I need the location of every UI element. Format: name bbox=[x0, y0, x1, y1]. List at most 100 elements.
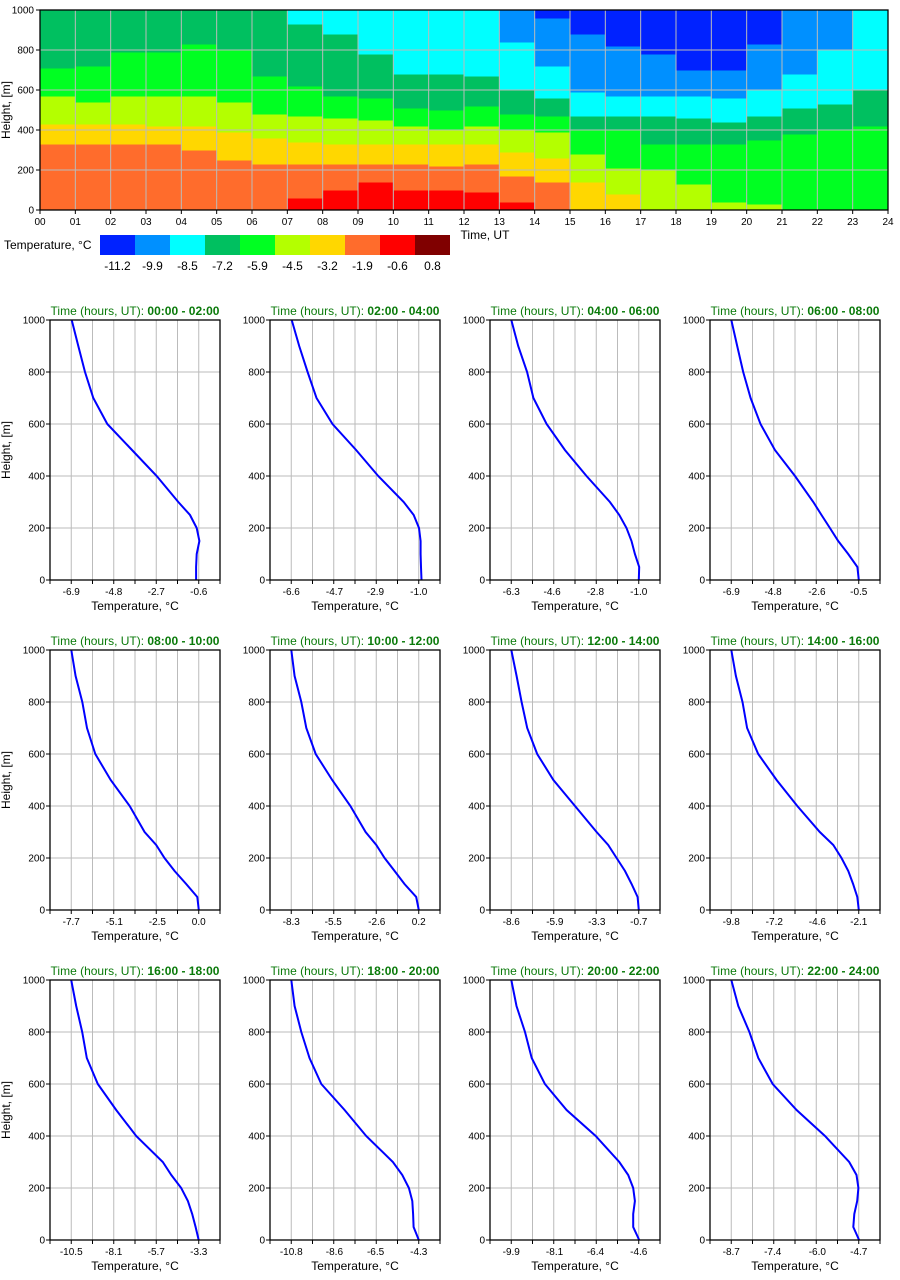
heatmap-cell bbox=[146, 144, 182, 211]
heatmap-x-tick-label: 00 bbox=[34, 217, 46, 228]
temperature-profile-line bbox=[730, 319, 860, 581]
heatmap-cell bbox=[570, 10, 606, 35]
panel-x-tick-label: -6.4 bbox=[587, 1247, 605, 1258]
heatmap-cell bbox=[640, 96, 677, 117]
heatmap-cell bbox=[75, 102, 112, 125]
panel-title-prefix: Time (hours, UT): bbox=[51, 964, 148, 978]
panel-x-tick-label: -4.7 bbox=[850, 1247, 868, 1258]
panel-x-tick-label: -3.3 bbox=[190, 1247, 208, 1258]
heatmap-cell bbox=[393, 108, 430, 127]
heatmap-cell bbox=[499, 152, 536, 177]
heatmap-cell bbox=[676, 118, 712, 145]
panel-x-tick-label: 0.0 bbox=[192, 917, 206, 928]
heatmap-cell bbox=[817, 50, 854, 105]
panel-y-tick-label: 200 bbox=[688, 524, 705, 535]
heatmap-x-tick-label: 15 bbox=[564, 217, 576, 228]
profile-panel: 0 200 400 600 800 1000 -6.9 -4.8 -2.7 -0.6 Tempera… bbox=[0, 304, 221, 613]
temperature-profile-line bbox=[730, 649, 860, 911]
panel-x-tick-label: -8.6 bbox=[503, 917, 521, 928]
colorbar-swatch bbox=[135, 235, 170, 255]
heatmap-cell bbox=[852, 126, 889, 211]
heatmap-cell bbox=[110, 144, 147, 211]
heatmap-cell bbox=[534, 10, 571, 19]
heatmap-x-tick-label: 11 bbox=[423, 217, 434, 228]
panel-x-tick-label: -6.5 bbox=[367, 1247, 385, 1258]
heatmap-cell bbox=[40, 68, 76, 97]
panel-x-tick-label: -9.8 bbox=[723, 917, 741, 928]
heatmap-cell bbox=[110, 124, 147, 145]
panel-title-prefix: Time (hours, UT): bbox=[491, 304, 588, 318]
heatmap-cell bbox=[75, 10, 112, 67]
panel-y-tick-label: 600 bbox=[28, 1080, 45, 1091]
heatmap-cell bbox=[782, 74, 818, 109]
panel-y-tick-label: 200 bbox=[248, 1184, 265, 1195]
panel-title-prefix: Time (hours, UT): bbox=[491, 964, 588, 978]
panel-y-tick-label: 600 bbox=[248, 1080, 265, 1091]
panel-y-tick-label: 600 bbox=[688, 420, 705, 431]
panel-y-tick-label: 0 bbox=[699, 1236, 705, 1247]
panel-y-tick-label: 1000 bbox=[23, 316, 46, 327]
panel-y-tick-label: 1000 bbox=[463, 646, 486, 657]
heatmap-cell bbox=[782, 10, 818, 75]
heatmap-cell bbox=[216, 132, 253, 161]
panel-x-tick-label: -0.6 bbox=[190, 587, 208, 598]
panel-y-tick-label: 600 bbox=[468, 420, 485, 431]
heatmap-x-tick-label: 21 bbox=[776, 217, 788, 228]
heatmap-cell bbox=[676, 10, 712, 71]
heatmap-x-tick-label: 22 bbox=[812, 217, 824, 228]
heatmap-cell bbox=[605, 194, 642, 211]
panel-y-tick-label: 200 bbox=[248, 524, 265, 535]
panel-x-tick-label: -2.6 bbox=[368, 917, 386, 928]
temperature-profile-line bbox=[70, 319, 201, 580]
heatmap-cell bbox=[605, 168, 642, 195]
panel-y-tick-label: 1000 bbox=[463, 316, 486, 327]
panel-y-tick-label: 800 bbox=[248, 368, 265, 379]
heatmap-cell bbox=[287, 198, 324, 211]
heatmap-x-tick-label: 20 bbox=[741, 217, 753, 228]
colorbar-value-label: -0.6 bbox=[387, 259, 408, 273]
panel-y-tick-label: 800 bbox=[688, 1028, 705, 1039]
panel-y-tick-label: 600 bbox=[468, 1080, 485, 1091]
panel-title-prefix: Time (hours, UT): bbox=[711, 964, 808, 978]
panel-x-tick-label: -7.2 bbox=[766, 917, 784, 928]
heatmap-cell bbox=[40, 10, 76, 69]
panel-title-prefix: Time (hours, UT): bbox=[271, 964, 368, 978]
panel-title: Time (hours, UT): 22:00 - 24:00 bbox=[711, 964, 880, 978]
heatmap-x-tick-label: 10 bbox=[388, 217, 400, 228]
heatmap-cell bbox=[216, 160, 253, 211]
panel-y-tick-label: 400 bbox=[688, 472, 705, 483]
panel-x-tick-label: -8.1 bbox=[105, 1247, 123, 1258]
panel-frame bbox=[269, 649, 441, 911]
panel-x-tick-label: -2.1 bbox=[850, 917, 868, 928]
heatmap-cell bbox=[287, 142, 324, 165]
heatmap-x-tick-label: 14 bbox=[529, 217, 541, 228]
panel-frame bbox=[49, 649, 221, 911]
heatmap-cell bbox=[393, 74, 430, 109]
panel-y-tick-label: 1000 bbox=[243, 646, 266, 657]
heatmap-cell bbox=[75, 124, 112, 145]
heatmap-x-tick-label: 01 bbox=[70, 217, 82, 228]
heatmap-cell bbox=[322, 34, 359, 97]
panel-frame bbox=[269, 319, 441, 581]
panel-y-tick-label: 600 bbox=[28, 420, 45, 431]
panel-x-tick-label: -8.1 bbox=[546, 1247, 564, 1258]
panel-y-tick-label: 400 bbox=[28, 472, 45, 483]
heatmap-cell bbox=[358, 98, 394, 121]
panel-y-tick-label: 800 bbox=[28, 1028, 45, 1039]
heatmap-y-tick-label: 400 bbox=[17, 126, 34, 137]
heatmap-cell bbox=[570, 34, 606, 93]
heatmap-cell bbox=[499, 90, 536, 115]
heatmap-cell bbox=[146, 52, 182, 97]
panel-y-tick-label: 600 bbox=[688, 750, 705, 761]
heatmap-cell bbox=[570, 182, 606, 211]
panel-x-axis-title: Temperature, °C bbox=[91, 1259, 179, 1273]
panel-x-tick-label: -10.5 bbox=[60, 1247, 83, 1258]
colorbar-value-label: -1.9 bbox=[352, 259, 373, 273]
panel-title: Time (hours, UT): 08:00 - 10:00 bbox=[51, 634, 220, 648]
heatmap-cell bbox=[287, 24, 324, 87]
heatmap-cell bbox=[640, 144, 677, 171]
panel-x-axis-title: Temperature, °C bbox=[311, 1259, 399, 1273]
panel-frame bbox=[269, 979, 441, 1241]
heatmap-x-tick-label: 24 bbox=[882, 217, 894, 228]
heatmap-cell bbox=[676, 96, 712, 119]
